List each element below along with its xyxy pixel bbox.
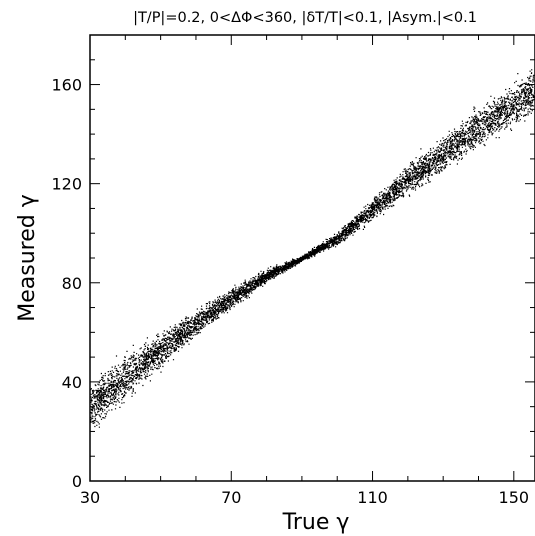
scatter-points	[90, 68, 535, 428]
y-tick-label: 120	[51, 175, 82, 194]
y-tick-label: 40	[62, 373, 82, 392]
x-tick-label: 70	[221, 488, 241, 507]
y-tick-label: 160	[51, 76, 82, 95]
x-axis-ticks: 30 70 110 150	[80, 35, 529, 507]
x-tick-label: 150	[499, 488, 530, 507]
x-tick-label: 110	[357, 488, 388, 507]
y-tick-label: 0	[72, 472, 82, 491]
y-axis-ticks: 0 40 80 120 160	[51, 34, 535, 491]
plot-frame	[89, 34, 535, 482]
x-axis-title: True γ	[282, 510, 350, 535]
y-axis-title: Measured γ	[15, 194, 40, 321]
scatter-point-cloud	[90, 68, 535, 428]
chart-title: |T/P|=0.2, 0<ΔΦ<360, |δT/T|<0.1, |Asym.|…	[133, 10, 477, 26]
x-tick-label: 30	[80, 488, 100, 507]
y-tick-label: 80	[62, 274, 82, 293]
